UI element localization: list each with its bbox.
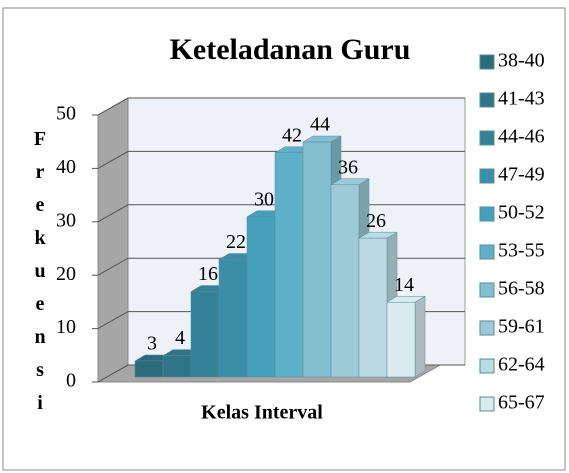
legend-label: 50-52 <box>498 202 545 224</box>
data-label: 16 <box>198 263 218 285</box>
bar <box>134 360 164 378</box>
legend-swatch <box>479 358 495 374</box>
grid-line <box>97 97 465 116</box>
y-axis-label: Frekuensi <box>29 128 51 425</box>
bar <box>386 301 416 378</box>
legend-swatch <box>479 206 495 222</box>
data-label: 42 <box>282 124 302 146</box>
bar <box>330 184 360 378</box>
y-tick-label: 50 <box>56 103 76 125</box>
bar <box>358 237 388 378</box>
legend-swatch <box>479 168 495 184</box>
legend-label: 65-67 <box>498 392 545 414</box>
y-tick-label: 0 <box>66 370 76 392</box>
legend-label: 41-43 <box>498 88 545 110</box>
legend-swatch <box>479 130 495 146</box>
y-tick-label: 40 <box>56 156 76 178</box>
data-label: 26 <box>366 210 386 232</box>
bar <box>302 141 332 378</box>
y-tick-label: 10 <box>56 316 76 338</box>
legend-label: 38-40 <box>498 50 545 72</box>
legend-swatch <box>479 54 495 70</box>
bar <box>274 152 304 378</box>
data-label: 44 <box>310 114 330 136</box>
legend-label: 47-49 <box>498 164 545 186</box>
y-tick-label: 30 <box>56 209 76 231</box>
data-label: 30 <box>254 188 274 210</box>
legend-swatch <box>479 396 495 412</box>
bar <box>162 355 192 378</box>
bar <box>190 291 220 378</box>
bar <box>246 216 276 378</box>
data-label: 3 <box>147 333 157 355</box>
data-label: 14 <box>394 274 414 296</box>
x-axis-label: Kelas Interval <box>201 402 323 424</box>
legend-swatch <box>479 244 495 260</box>
data-label: 36 <box>338 156 358 178</box>
legend-label: 56-58 <box>498 278 545 300</box>
side-wall <box>97 97 129 383</box>
data-label: 4 <box>175 327 185 349</box>
legend-swatch <box>479 320 495 336</box>
bar <box>218 259 248 378</box>
legend-swatch <box>479 92 495 108</box>
legend-label: 53-55 <box>498 240 545 262</box>
chart-title: Keteladanan Guru <box>170 33 411 66</box>
legend-label: 62-64 <box>498 354 545 376</box>
data-label: 22 <box>226 231 246 253</box>
grid-line <box>97 150 465 169</box>
y-tick-label: 20 <box>56 263 76 285</box>
legend-swatch <box>479 282 495 298</box>
legend-label: 44-46 <box>498 126 545 148</box>
bar-side <box>414 295 426 378</box>
legend-label: 59-61 <box>498 316 545 338</box>
